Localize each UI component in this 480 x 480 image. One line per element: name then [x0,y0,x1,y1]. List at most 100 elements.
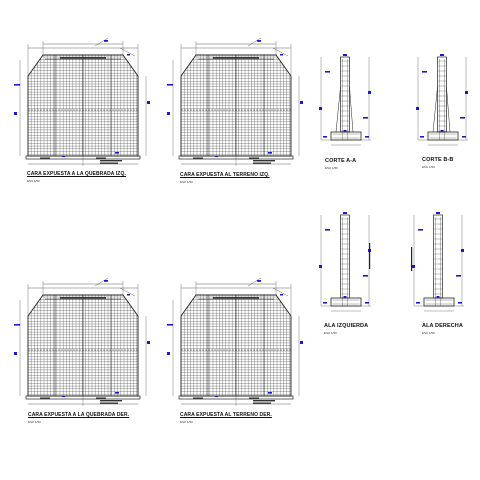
footing-outline [330,297,362,307]
section-label-ala-izquierda: ALA IZQUIERDA [324,323,369,329]
level-text [416,302,420,304]
wall-scale-terreno-izq: ESC 1/50 [180,180,193,184]
level-text [363,275,368,277]
dimension-tag [62,395,65,398]
rebar-grid [181,55,291,156]
note-text [253,160,275,162]
dimension-tag [115,392,119,394]
stem-outline [437,56,447,133]
stem-outline [340,56,350,133]
stem-batter [432,86,438,133]
level-text [14,324,20,326]
dimension-marker [300,341,303,344]
leader-line [119,287,136,297]
crown-marker [343,54,347,56]
wall-scale-quebrada-izq: ESC 1/50 [27,179,40,183]
crown-note-text [213,57,259,59]
dimension-tag [440,130,444,132]
wall-scale-terreno-der: ESC 1/50 [180,420,193,424]
wall-elevation-terreno-der [167,277,303,406]
level-text [167,84,173,86]
stem-batter [335,86,341,133]
dimension-marker [14,112,17,115]
level-text [462,136,466,138]
note-text [253,400,275,402]
wall-elevation-quebrada-izq [14,37,150,166]
wall-elevation-terreno-izq [167,37,303,166]
stem-batter [446,86,451,133]
dimension-marker [319,107,322,110]
dimension-tag [127,54,130,56]
reference-bar [411,247,413,271]
dimension-tag [280,54,283,56]
dimension-tag [268,152,272,154]
note-text [96,397,106,399]
dimension-tag [257,40,261,42]
dimension-tag [115,152,119,154]
dimension-tag [257,280,261,282]
note-text [96,157,106,159]
note-text [100,160,122,162]
note-text [100,162,118,164]
dimension-tag [343,130,347,132]
section-label-corte-a-a: CORTE A-A [325,158,357,164]
note-text [253,162,271,164]
note-text [193,157,203,159]
section-label-ala-derecha: ALA DERECHA [422,323,463,329]
rebar-grid [28,55,138,156]
note-text [100,400,122,402]
dimension-marker [319,265,322,268]
note-text [253,402,271,404]
level-text [325,71,330,73]
level-text [167,324,173,326]
dimension-tag [104,280,108,282]
level-text [456,275,461,277]
section-scale-corte-b-b: ESC 1/50 [422,165,435,169]
dimension-marker [412,265,415,268]
wall-label-terreno-izq: CARA EXPUESTA AL TERRENO IZQ. [180,172,270,178]
section-corte-b-b [416,54,468,146]
dimension-tag [280,294,283,296]
dimension-tag [104,40,108,42]
section-scale-ala-izquierda: ESC 1/50 [324,331,337,335]
section-ala-derecha [411,212,464,312]
dimension-marker [368,91,371,94]
stem-batter [349,86,354,133]
wall-scale-quebrada-der: ESC 1/50 [28,420,41,424]
crown-marker [436,212,440,214]
level-text [325,229,330,231]
section-label-corte-b-b: CORTE B-B [422,157,454,163]
note-text [249,397,259,399]
section-corte-a-a [319,54,371,146]
dimension-tag [62,155,65,158]
level-text [460,117,465,119]
wall-label-quebrada-der: CARA EXPUESTA A LA QUEBRADA DER. [28,412,130,418]
dimension-tag [343,296,347,298]
stem-outline [340,214,350,299]
section-ala-izquierda [319,212,371,312]
reference-bar [369,243,371,269]
dimension-marker [461,249,464,252]
leader-line [272,47,289,57]
wall-label-quebrada-izq: CARA EXPUESTA A LA QUEBRADA IZQ. [27,171,126,177]
rebar-grid [181,295,291,396]
leader-line [247,277,262,287]
leader-line [94,37,109,47]
level-text [323,136,327,138]
dimension-tag [215,395,218,398]
dimension-marker [147,101,150,104]
level-text [14,84,20,86]
dimension-tag [436,296,440,298]
level-text [365,302,369,304]
dimension-marker [167,352,170,355]
dimension-marker [14,352,17,355]
leader-line [272,287,289,297]
level-text [365,136,369,138]
crown-note-text [60,297,106,299]
level-text [323,302,327,304]
rebar-grid [28,295,138,396]
note-text [40,397,50,399]
section-scale-corte-a-a: ESC 1/50 [325,166,338,170]
note-text [100,402,118,404]
